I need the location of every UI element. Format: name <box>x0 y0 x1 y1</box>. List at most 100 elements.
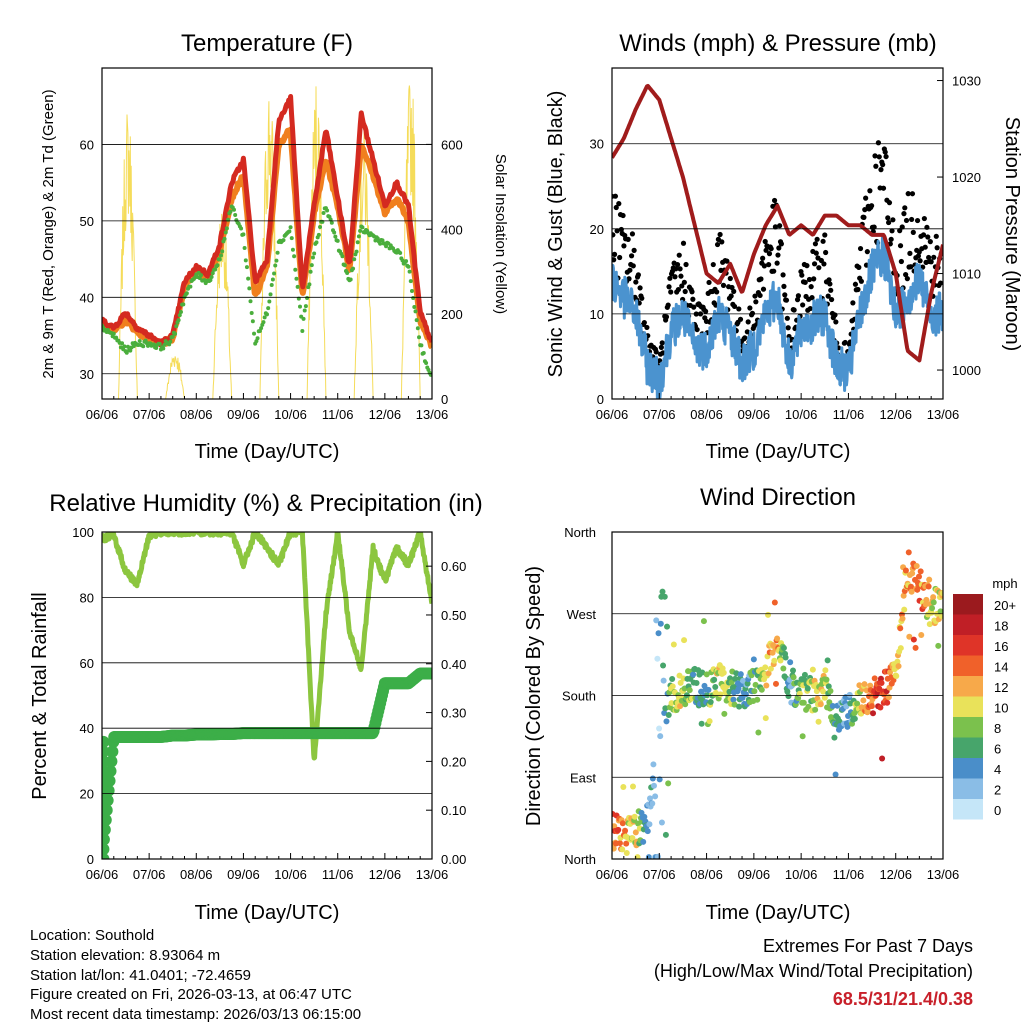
precipitation-point <box>102 774 110 787</box>
dewpoint-point <box>244 265 249 270</box>
precipitation-point <box>102 833 110 846</box>
legend-label: 8 <box>994 721 1001 736</box>
direction-point <box>929 605 936 612</box>
direction-point <box>867 682 874 689</box>
dewpoint-point <box>273 263 278 268</box>
gust-point <box>880 162 886 168</box>
direction-point <box>649 775 656 782</box>
direction-point <box>784 688 791 695</box>
direction-point <box>846 691 853 698</box>
dewpoint-point <box>269 282 274 287</box>
direction-point <box>930 594 937 601</box>
dewpoint-point <box>223 230 228 235</box>
gust-point <box>908 264 914 270</box>
direction-point <box>823 676 830 683</box>
y-tick-label: 100 <box>72 525 94 540</box>
dewpoint-point <box>111 331 116 336</box>
gust-point <box>794 297 801 303</box>
gust-point <box>681 279 687 285</box>
precipitation-point <box>426 667 432 680</box>
gust-point <box>714 241 721 248</box>
dewpoint-point <box>161 346 166 351</box>
direction-point <box>939 590 943 597</box>
x-tick-label: 06/06 <box>86 407 119 422</box>
dewpoint-point <box>272 271 277 276</box>
legend-swatch <box>953 635 983 656</box>
direction-point <box>825 683 832 690</box>
gust-point <box>811 261 818 267</box>
direction-point <box>887 669 894 676</box>
right-tick-label: 0.20 <box>441 754 466 769</box>
gust-point <box>742 335 748 341</box>
direction-point <box>771 599 778 606</box>
gust-point <box>806 276 813 283</box>
dewpoint-point <box>355 240 360 245</box>
direction-point <box>782 654 789 661</box>
gust-point <box>717 231 723 238</box>
gust-point <box>880 185 887 191</box>
direction-point <box>800 699 807 706</box>
direction-point <box>938 612 943 619</box>
dewpoint-point <box>320 219 325 224</box>
gust-point <box>612 232 616 238</box>
gust-point <box>682 288 688 295</box>
gust-point <box>760 286 767 292</box>
direction-point <box>662 831 669 838</box>
direction-point <box>726 688 733 695</box>
gust-point <box>832 312 838 318</box>
gust-point <box>689 289 695 295</box>
x-tick-label: 10/06 <box>785 867 818 882</box>
direction-point <box>912 644 919 651</box>
y-tick-label: North <box>564 852 596 867</box>
dewpoint-point <box>168 339 173 344</box>
direction-point <box>623 850 630 857</box>
dewpoint-point <box>345 270 350 275</box>
dewpoint-point <box>267 299 272 304</box>
dewpoint-point <box>289 236 294 241</box>
pressure-line <box>612 83 943 363</box>
direction-point <box>901 606 908 613</box>
y-tick-label: South <box>562 689 596 704</box>
dewpoint-point <box>419 343 424 348</box>
gust-point <box>675 286 681 293</box>
direction-point <box>661 710 668 717</box>
gust-point <box>777 223 783 229</box>
gust-point <box>873 163 879 169</box>
gust-point <box>613 204 619 211</box>
x-tick-label: 09/06 <box>738 867 771 882</box>
gust-point <box>856 264 862 270</box>
direction-point <box>644 828 651 835</box>
dewpoint-point <box>406 264 411 269</box>
y-tick-label: 30 <box>590 137 604 152</box>
direction-point <box>641 813 648 820</box>
gust-point <box>706 279 712 286</box>
direction-point <box>917 568 924 575</box>
gust-point <box>775 252 781 258</box>
direction-point <box>619 846 626 853</box>
precipitation-point <box>102 813 110 826</box>
dewpoint-point <box>174 324 179 329</box>
2m-temperature-line <box>102 94 432 348</box>
gust-point <box>749 310 756 316</box>
x-tick-label: 09/06 <box>227 407 260 422</box>
x-tick-label: 08/06 <box>180 407 213 422</box>
x-tick-label: 08/06 <box>180 867 213 882</box>
direction-point <box>700 618 707 625</box>
gust-point <box>768 246 774 252</box>
gust-point <box>639 295 645 301</box>
gust-point <box>782 292 788 298</box>
dewpoint-point <box>375 236 380 241</box>
gust-point <box>761 263 767 269</box>
dewpoint-point <box>262 315 267 320</box>
dewpoint-point <box>122 344 127 349</box>
gust-point <box>677 266 683 272</box>
dewpoint-point <box>333 234 338 239</box>
direction-point <box>926 621 933 628</box>
right-tick-label: 0.50 <box>441 608 466 623</box>
gust-point <box>904 276 910 282</box>
x-tick-label: 09/06 <box>227 867 260 882</box>
direction-point <box>699 669 706 676</box>
right-tick-label: 200 <box>441 307 463 322</box>
gust-point <box>855 286 861 293</box>
info-location: Location: Southold <box>30 927 154 944</box>
